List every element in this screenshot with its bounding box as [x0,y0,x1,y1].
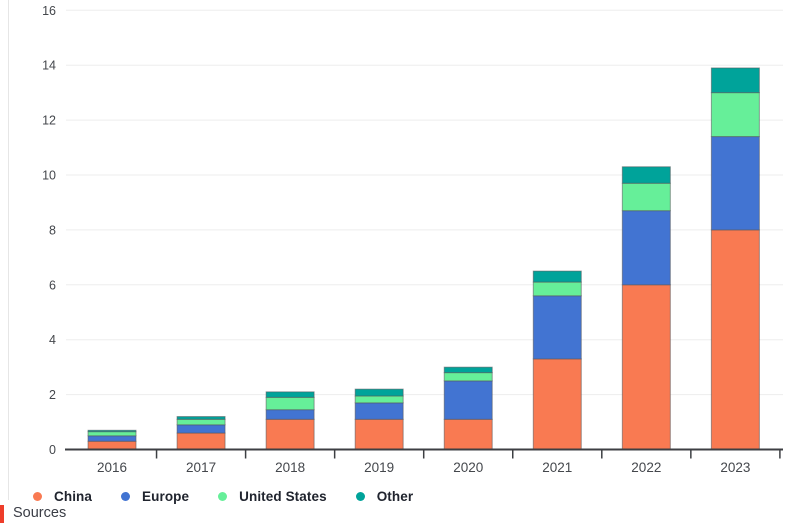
y-axis-tick-label: 12 [42,114,56,128]
legend-item-united-states[interactable]: United States [218,489,327,504]
x-axis-tick-label: 2021 [542,460,572,475]
legend-label-other: Other [376,488,414,504]
bar-segment-china-2021 [532,358,582,451]
bar-segment-other-2020 [443,366,493,374]
bar-segment-europe-2022 [621,210,671,286]
x-axis-tick-label: 2016 [97,460,127,475]
bar-segment-china-2023 [710,229,760,450]
bar-segment-united-states-2017 [176,418,226,426]
bar-segment-china-2017 [176,432,226,450]
panel-left-border [8,0,9,500]
y-axis-tick-label: 4 [49,333,56,347]
y-axis-tick-label: 8 [49,223,56,237]
cutoff-red-mark [0,505,4,523]
bar-segment-europe-2017 [176,424,226,434]
bar-segment-other-2019 [354,388,404,397]
bar-segment-united-states-2022 [621,182,671,212]
legend-label-united-states: United States [239,488,327,504]
bar-segment-china-2020 [443,418,493,450]
bar-segment-china-2018 [265,418,315,450]
y-axis-tick-label: 6 [49,278,56,292]
legend-dot-other-icon [355,491,365,501]
bar-segment-china-2022 [621,284,671,450]
x-axis-tick-label: 2020 [453,460,483,475]
bar-segment-china-2019 [354,418,404,450]
bar-segment-united-states-2021 [532,281,582,297]
legend-dot-europe-icon [121,491,131,501]
bar-segment-other-2023 [710,67,760,94]
chart-legend: China Europe United States Other [33,487,413,505]
legend-item-europe[interactable]: Europe [121,489,189,504]
bar-segment-europe-2021 [532,295,582,360]
bar-segment-europe-2019 [354,402,404,420]
x-axis-tick-label: 2019 [364,460,394,475]
bar-segment-europe-2016 [87,435,137,442]
x-axis-tick-label: 2022 [631,460,661,475]
y-axis-tick-label: 10 [42,169,56,183]
y-axis-tick-label: 14 [42,59,56,73]
bar-segment-china-2016 [87,440,137,451]
bar-segment-europe-2018 [265,409,315,420]
bar-segment-united-states-2019 [354,395,404,404]
bar-segment-united-states-2020 [443,372,493,382]
bar-segment-europe-2020 [443,380,493,420]
bar-segment-united-states-2023 [710,92,760,138]
y-axis-tick-label: 16 [42,4,56,18]
bar-segment-europe-2023 [710,136,760,231]
bar-segment-united-states-2016 [87,431,137,437]
bar-segment-other-2018 [265,391,315,398]
legend-label-china: China [54,488,93,504]
y-axis-tick-label: 2 [49,388,56,402]
y-axis-tick-label: 0 [49,443,56,457]
legend-item-other[interactable]: Other [355,488,414,504]
bar-segment-other-2022 [621,166,671,184]
x-axis-tick-label: 2023 [720,460,750,475]
legend-dot-china-icon [33,491,42,501]
legend-item-china[interactable]: China [33,489,92,504]
bar-segment-other-2021 [532,270,582,283]
sources-link[interactable]: Sources [13,505,67,521]
legend-dot-united-states-icon [218,491,228,501]
x-axis-tick-label: 2018 [275,460,305,475]
bar-segment-other-2016 [87,429,137,433]
legend-label-europe: Europe [142,488,190,504]
bar-segment-other-2017 [176,416,226,420]
bar-segment-united-states-2018 [265,396,315,411]
x-axis-tick-label: 2017 [186,460,216,475]
